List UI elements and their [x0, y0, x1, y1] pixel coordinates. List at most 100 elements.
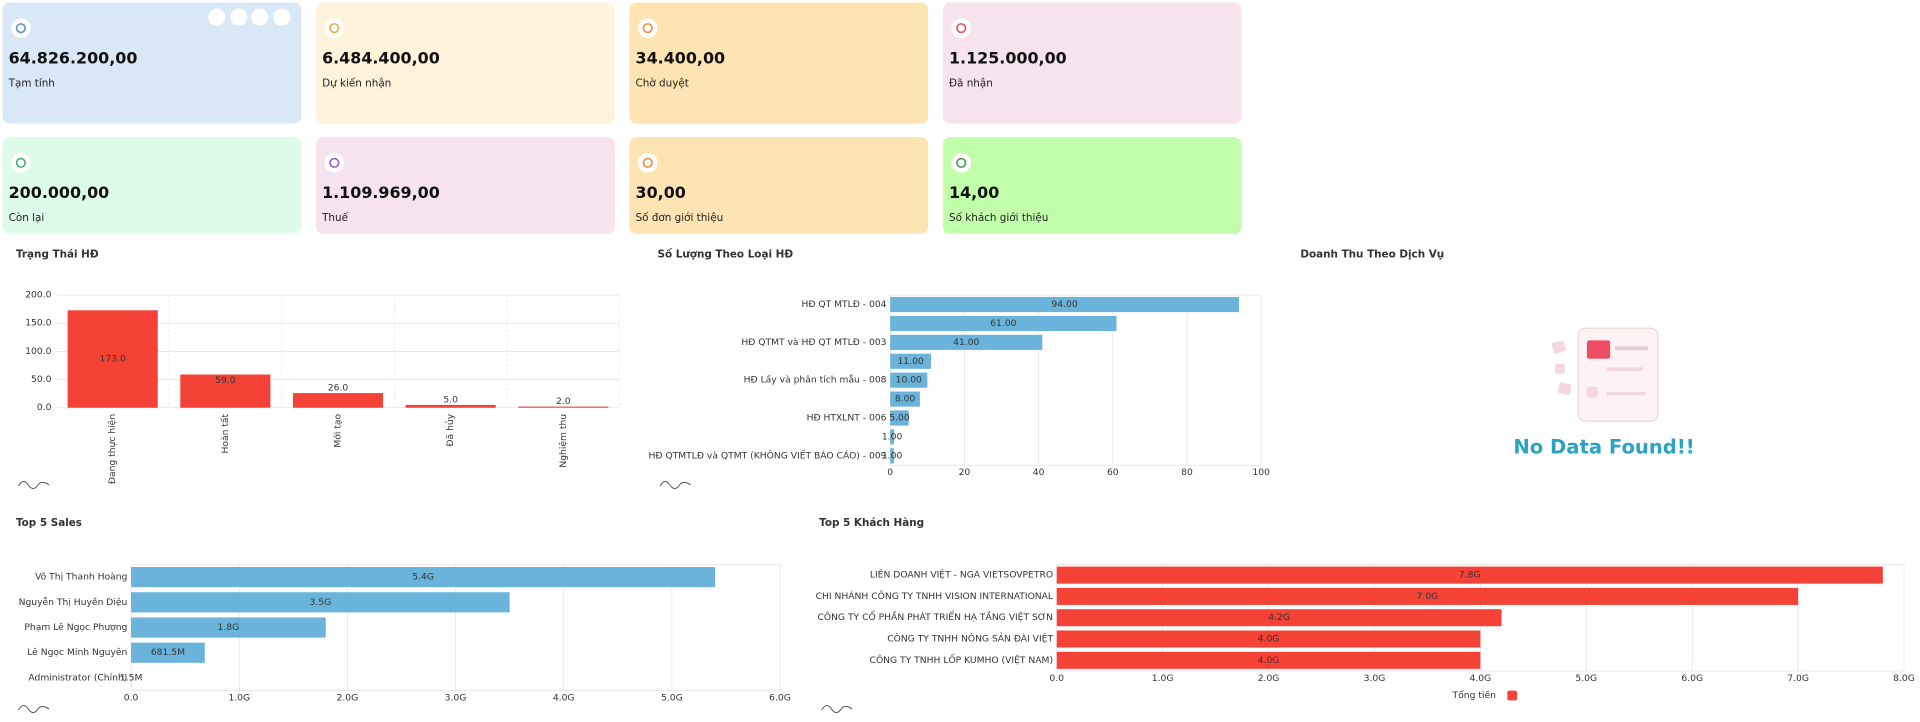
- x-tick-label: 7.0G: [1787, 673, 1809, 684]
- value-label: 10.00: [896, 375, 922, 386]
- chart-logo: [822, 706, 853, 713]
- x-tick-label: 2.0G: [337, 692, 359, 703]
- legend-label: Tổng tiền: [1452, 690, 1497, 701]
- y-tick-label: CHI NHÁNH CÔNG TY TNHH VISION INTERNATIO…: [816, 590, 1054, 602]
- x-tick-label: 5.0G: [1575, 673, 1597, 684]
- card-icon: [11, 18, 31, 38]
- card-icon: [638, 153, 658, 173]
- chart-title: Top 5 Khách Hàng: [819, 517, 924, 529]
- card-action[interactable]: [208, 9, 225, 26]
- card-icon: [638, 18, 658, 38]
- card-action[interactable]: [251, 9, 268, 26]
- card-label: Dự kiến nhận: [322, 77, 391, 89]
- value-label: 4.0G: [1258, 634, 1280, 645]
- y-tick-label: 0.0: [37, 402, 52, 413]
- x-tick-label: 5.0G: [661, 692, 683, 703]
- card-value: 64.826.200,00: [9, 48, 138, 67]
- nodata-icon: [1552, 328, 1658, 421]
- x-tick-label: 4.0G: [553, 692, 575, 703]
- x-tick-label: 8.0G: [1893, 673, 1915, 684]
- card-label: Chờ duyệt: [636, 77, 689, 89]
- card-icon: [325, 153, 345, 173]
- y-tick-label: CÔNG TY TNHH LỐP KUMHO (VIỆT NAM): [870, 653, 1054, 666]
- x-tick-label: Mới tạo: [332, 413, 343, 447]
- value-label: 3.5G: [309, 597, 331, 608]
- chart-title: Top 5 Sales: [16, 517, 82, 529]
- card-action[interactable]: [273, 9, 290, 26]
- card-value: 30,00: [636, 183, 686, 202]
- card-icon: [951, 153, 971, 173]
- chart-logo: [18, 481, 49, 488]
- value-label: 7.8G: [1459, 570, 1481, 581]
- y-tick-label: HĐ Lấy và phân tích mẫu - 008: [744, 375, 887, 386]
- value-label: 681.5M: [151, 647, 185, 658]
- card-value: 1.109.969,00: [322, 183, 440, 202]
- value-label: 7.0G: [1417, 591, 1439, 602]
- x-tick-label: 6.0G: [769, 692, 791, 703]
- value-label: 59.0: [215, 375, 236, 386]
- value-label: 2.0: [556, 396, 571, 407]
- y-tick-label: HĐ QT MTLĐ - 004: [801, 299, 886, 310]
- y-tick-label: LIÊN DOANH VIỆT - NGA VIETSOVPETRO: [870, 569, 1053, 581]
- value-label: 4.0G: [1258, 655, 1280, 666]
- card-label: Số đơn giới thiệu: [636, 212, 724, 224]
- card-icon: [951, 18, 971, 38]
- y-tick-label: CÔNG TY CỔ PHẦN PHÁT TRIỂN HẠ TẦNG VIỆT …: [817, 610, 1053, 623]
- y-tick-label: Administrator (Chính): [28, 672, 127, 683]
- chart-logo: [18, 706, 49, 713]
- card-icon: [325, 18, 345, 38]
- value-label: 5.00: [889, 413, 910, 424]
- value-label: 94.00: [1051, 299, 1077, 310]
- value-label: 173.0: [100, 354, 126, 365]
- value-label: 41.00: [953, 337, 979, 348]
- card-action[interactable]: [230, 9, 247, 26]
- y-tick-label: HĐ HTXLNT - 006: [807, 413, 887, 424]
- card-label: Thuế: [321, 212, 349, 224]
- x-tick-label: 80: [1181, 467, 1193, 478]
- value-label: 1.8G: [218, 622, 240, 633]
- x-tick-label: 60: [1107, 467, 1119, 478]
- x-tick-label: 0.0: [1049, 673, 1064, 684]
- card-value: 14,00: [949, 183, 999, 202]
- value-label: 61.00: [990, 318, 1016, 329]
- x-tick-label: 0: [887, 467, 893, 478]
- x-tick-label: 100: [1252, 467, 1270, 478]
- y-tick-label: HĐ QTMT và HĐ QT MTLĐ - 003: [741, 337, 886, 348]
- value-label: 11.00: [897, 356, 923, 367]
- card-value: 200.000,00: [9, 183, 110, 202]
- card-label: Số khách giới thiệu: [949, 212, 1048, 224]
- y-tick-label: Phạm Lê Ngọc Phượng: [24, 622, 127, 633]
- bar: [293, 393, 383, 408]
- card-label: Còn lại: [9, 212, 45, 224]
- y-tick-label: 50.0: [31, 374, 52, 385]
- x-tick-label: Đang thực hiện: [107, 414, 118, 484]
- chart-title: Số Lượng Theo Loại HĐ: [658, 248, 794, 261]
- x-tick-label: 3.0G: [445, 692, 467, 703]
- x-tick-label: Đã hủy: [445, 413, 456, 446]
- card-label: Tạm tính: [8, 77, 55, 89]
- chart-title: Trạng Thái HĐ: [16, 249, 99, 261]
- value-label: 4.2G: [1268, 612, 1290, 623]
- y-tick-label: 100.0: [25, 346, 51, 357]
- card-icon: [11, 153, 31, 173]
- x-tick-label: 6.0G: [1681, 673, 1703, 684]
- card-value: 34.400,00: [636, 48, 726, 67]
- x-tick-label: 0.0: [124, 692, 139, 703]
- x-tick-label: 40: [1033, 467, 1045, 478]
- card-label: Đã nhận: [949, 77, 993, 89]
- card-value: 1.125.000,00: [949, 48, 1067, 67]
- chart-logo: [660, 481, 691, 488]
- x-tick-label: Hoàn tất: [220, 413, 231, 453]
- y-tick-label: 150.0: [25, 318, 51, 329]
- x-tick-label: 2.0G: [1258, 673, 1280, 684]
- value-label: 5.0: [443, 395, 458, 406]
- x-tick-label: Nghiệm thu: [558, 414, 569, 468]
- value-label: 5.4G: [412, 572, 434, 583]
- value-label: 8.00: [895, 394, 916, 405]
- y-tick-label: Lê Ngọc Minh Nguyên: [27, 647, 127, 658]
- chart-title: Doanh Thu Theo Dịch Vụ: [1300, 249, 1444, 261]
- x-tick-label: 20: [959, 467, 971, 478]
- x-tick-label: 1.0G: [1152, 673, 1174, 684]
- card-value: 6.484.400,00: [322, 48, 440, 67]
